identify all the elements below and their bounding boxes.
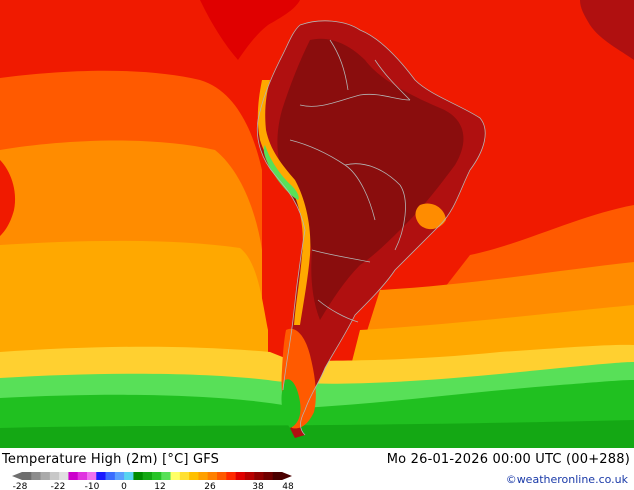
legend-swatch [22, 472, 32, 480]
legend-tick-label: 48 [282, 482, 294, 490]
band-west-tongue [0, 160, 16, 236]
legend-swatch [161, 472, 171, 480]
plateau-warm [415, 203, 446, 230]
legend-tick-label: -22 [51, 482, 66, 490]
legend-swatch [105, 472, 116, 480]
continent-hot-core [277, 38, 464, 321]
temperature-map [0, 0, 634, 448]
legend-swatch [254, 472, 264, 480]
legend-swatch [263, 472, 274, 480]
color-legend: -28 -22 -10 0 12 26 38 48 [12, 472, 294, 490]
legend-tick-label: 12 [154, 482, 165, 490]
credit-link[interactable]: ©weatheronline.co.uk [505, 473, 628, 486]
legend-swatch [59, 472, 69, 480]
legend-swatch [77, 472, 88, 480]
legend-swatch [68, 472, 79, 480]
legend-tick-label: -10 [85, 482, 100, 490]
legend-tick-label: -28 [13, 482, 28, 490]
andes-strip [257, 80, 311, 325]
legend-tick-label: 26 [204, 482, 216, 490]
legend-arrow-left [12, 472, 22, 480]
legend-swatch [189, 472, 199, 480]
chart-title: Temperature High (2m) [°C] GFS [2, 452, 220, 467]
forecast-datetime: Mo 26-01-2026 00:00 UTC (00+288) [386, 452, 630, 467]
central-america [200, 0, 300, 60]
legend-swatch [133, 472, 144, 480]
legend-swatch [272, 472, 283, 480]
legend-swatch [142, 472, 153, 480]
footer: Temperature High (2m) [°C] GFS Mo 26-01-… [0, 448, 634, 490]
legend-swatch [40, 472, 51, 480]
legend-swatch [170, 472, 181, 480]
legend-swatch [124, 472, 134, 480]
country-borders [256, 20, 486, 436]
legend-tick-label: 38 [252, 482, 264, 490]
legend-swatch [226, 472, 236, 480]
legend-swatch [114, 472, 125, 480]
legend-swatch [87, 472, 97, 480]
legend-swatch [217, 472, 227, 480]
andes-green [263, 145, 299, 200]
legend-swatch [49, 472, 60, 480]
legend-swatch [31, 472, 41, 480]
patagonia-tip [281, 379, 301, 428]
legend-swatch [198, 472, 209, 480]
legend-swatch [152, 472, 162, 480]
legend-swatch [179, 472, 190, 480]
legend-swatch [235, 472, 246, 480]
africa-edge [580, 0, 634, 60]
legend-swatch [207, 472, 218, 480]
legend-swatch [244, 472, 255, 480]
band-green-dark [0, 420, 634, 448]
legend-arrow-right [282, 472, 292, 480]
legend-swatch [96, 472, 106, 480]
legend-tick-label: 0 [121, 482, 127, 490]
